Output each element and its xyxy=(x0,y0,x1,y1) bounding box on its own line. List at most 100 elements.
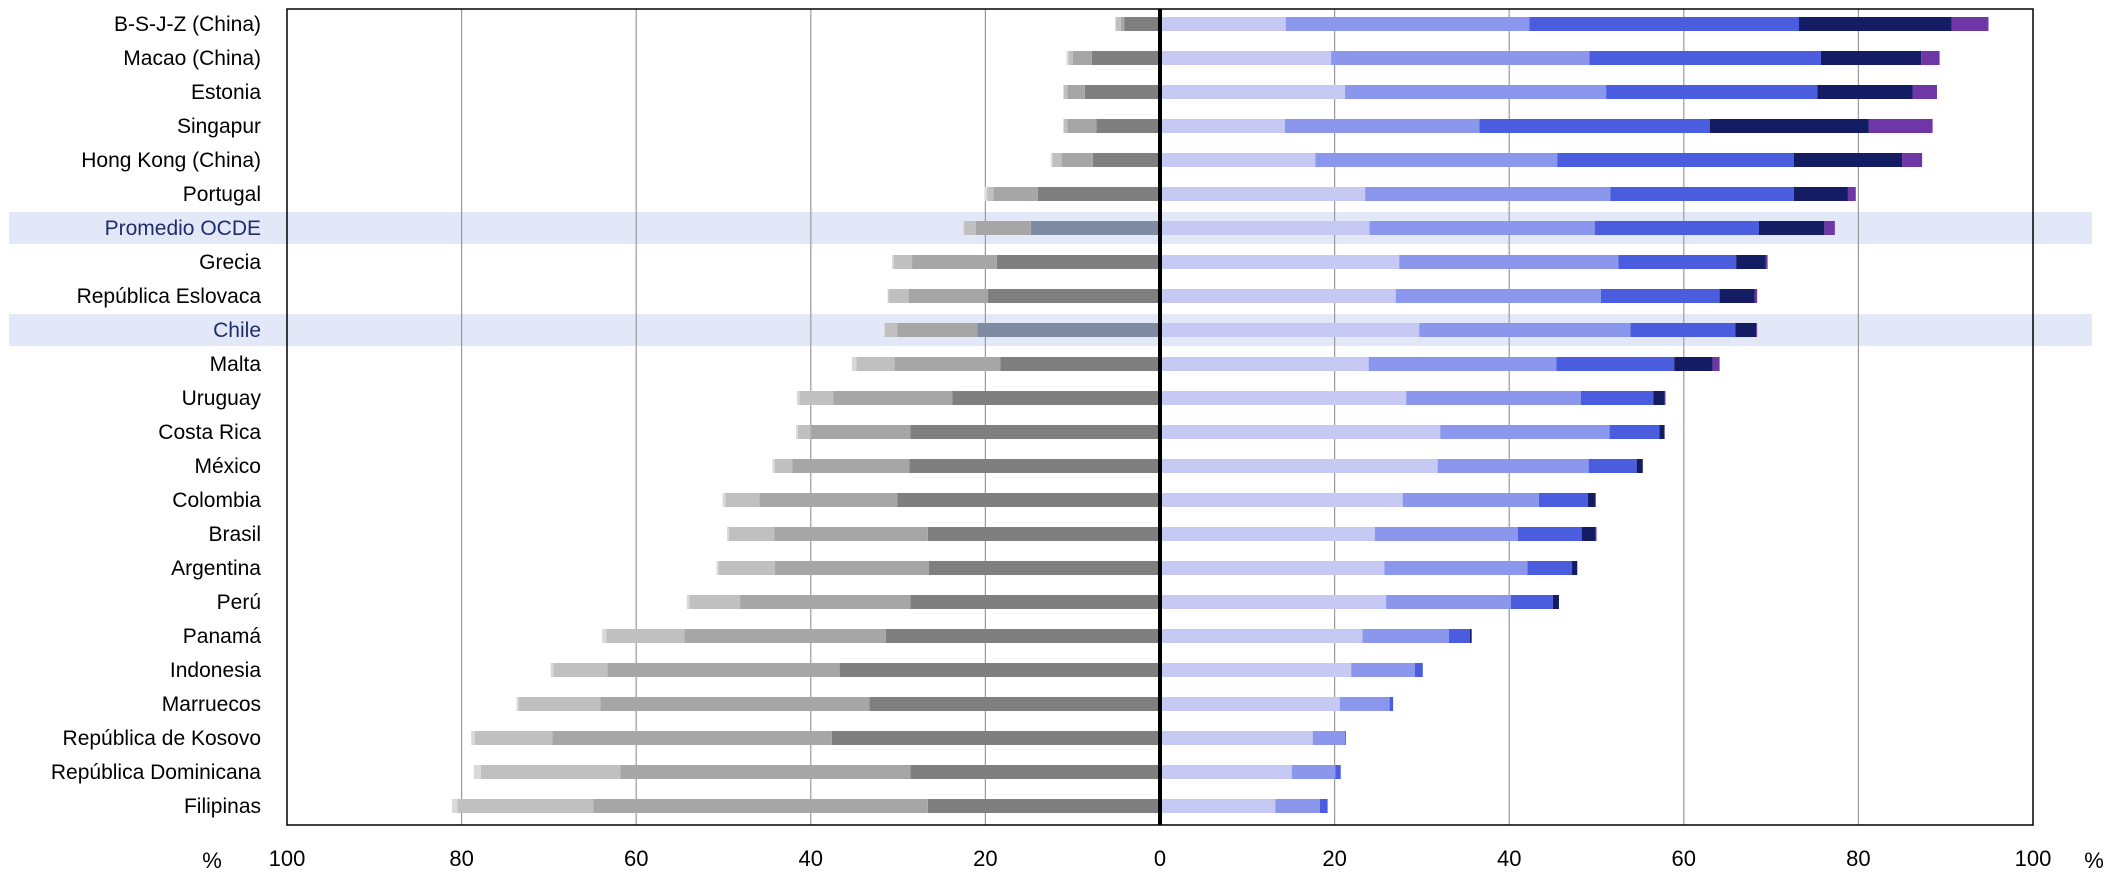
x-tick-labels: 100 80 60 40 20 0 20 40 60 80 100 xyxy=(269,846,2052,871)
category-label-filipinas: Filipinas xyxy=(184,795,261,818)
bar-pos-3-republica-de-kosovo xyxy=(1345,731,1346,745)
bar-pos-2-estonia xyxy=(1345,85,1607,99)
bar-pos-3-indonesia xyxy=(1414,663,1423,677)
bar-pos-3-republica-dominicana xyxy=(1335,765,1341,779)
bar-neg-1-uruguay xyxy=(952,391,1160,405)
bar-pos-5-chile xyxy=(1756,323,1758,337)
bar-neg-1-b-s-j-z-china xyxy=(1124,17,1160,31)
category-label-portugal: Portugal xyxy=(183,183,261,206)
bar-neg-4-singapur xyxy=(1063,119,1064,133)
bar-pos-4-uruguay xyxy=(1653,391,1665,405)
bar-neg-4-marruecos xyxy=(516,697,519,711)
bar-neg-4-costa-rica xyxy=(795,425,798,439)
bar-pos-2-uruguay xyxy=(1406,391,1581,405)
bar-pos-1-uruguay xyxy=(1160,391,1407,405)
bar-pos-4-republica-eslovaca xyxy=(1719,289,1755,303)
bar-pos-2-chile xyxy=(1419,323,1631,337)
bar-pos-1-argentina xyxy=(1160,561,1385,575)
category-label-singapur: Singapur xyxy=(177,115,261,138)
category-label-republica-eslovaca: República Eslovaca xyxy=(77,285,262,308)
bar-pos-1-indonesia xyxy=(1160,663,1352,677)
bar-neg-3-singapur xyxy=(1063,119,1068,133)
bar-pos-3-costa-rica xyxy=(1609,425,1660,439)
bar-pos-1-portugal xyxy=(1160,187,1366,201)
bar-neg-2-macao-china xyxy=(1072,51,1092,65)
bar-pos-1-peru xyxy=(1160,595,1387,609)
bar-pos-5-b-s-j-z-china xyxy=(1951,17,1989,31)
bar-pos-1-singapur xyxy=(1160,119,1285,133)
bar-pos-3-estonia xyxy=(1606,85,1818,99)
category-label-mexico: México xyxy=(194,455,261,478)
bars xyxy=(451,17,1989,813)
bar-pos-3-republica-eslovaca xyxy=(1600,289,1720,303)
bar-neg-2-brasil xyxy=(774,527,928,541)
bar-pos-2-colombia xyxy=(1402,493,1539,507)
bar-neg-1-singapur xyxy=(1096,119,1160,133)
bar-neg-1-hong-kong-china xyxy=(1092,153,1160,167)
bar-pos-1-mexico xyxy=(1160,459,1438,473)
bar-pos-5-uruguay xyxy=(1664,391,1666,405)
bar-neg-4-portugal xyxy=(984,187,988,201)
bar-neg-4-indonesia xyxy=(550,663,554,677)
bar-neg-3-colombia xyxy=(725,493,760,507)
bar-neg-3-promedio-ocde xyxy=(964,221,976,235)
bar-neg-1-peru xyxy=(910,595,1160,609)
bar-neg-1-mexico xyxy=(909,459,1160,473)
bar-neg-2-marruecos xyxy=(600,697,870,711)
bar-pos-4-promedio-ocde xyxy=(1758,221,1825,235)
category-label-promedio-ocde: Promedio OCDE xyxy=(105,217,261,240)
bar-pos-3-brasil xyxy=(1517,527,1582,541)
bar-pos-4-peru xyxy=(1552,595,1559,609)
bar-neg-3-argentina xyxy=(718,561,776,575)
bar-pos-5-republica-eslovaca xyxy=(1754,289,1758,303)
bar-pos-4-panama xyxy=(1469,629,1472,643)
bar-neg-1-malta xyxy=(1000,357,1160,371)
category-label-panama: Panamá xyxy=(183,625,262,648)
x-tick-label: 100 xyxy=(2015,846,2052,871)
bar-neg-1-costa-rica xyxy=(910,425,1160,439)
x-unit-label-right: % xyxy=(2084,848,2104,873)
bar-pos-2-b-s-j-z-china xyxy=(1285,17,1530,31)
bar-neg-4-grecia xyxy=(891,255,894,269)
bar-neg-4-colombia xyxy=(722,493,726,507)
bar-neg-1-portugal xyxy=(1037,187,1160,201)
bar-pos-1-costa-rica xyxy=(1160,425,1441,439)
bar-neg-3-malta xyxy=(856,357,895,371)
bar-pos-4-mexico xyxy=(1636,459,1643,473)
bar-pos-2-panama xyxy=(1362,629,1449,643)
x-tick-label: 80 xyxy=(1846,846,1870,871)
bar-neg-3-b-s-j-z-china xyxy=(1115,17,1121,31)
category-label-uruguay: Uruguay xyxy=(182,387,262,410)
bar-neg-1-panama xyxy=(885,629,1160,643)
bar-pos-2-brasil xyxy=(1374,527,1518,541)
category-label-b-s-j-z-china: B-S-J-Z (China) xyxy=(114,13,261,36)
bar-neg-1-republica-dominicana xyxy=(910,765,1160,779)
category-label-malta: Malta xyxy=(210,353,262,376)
bar-pos-2-promedio-ocde xyxy=(1369,221,1595,235)
bar-pos-4-hong-kong-china xyxy=(1793,153,1903,167)
bar-pos-2-costa-rica xyxy=(1440,425,1610,439)
category-label-estonia: Estonia xyxy=(191,81,261,104)
bar-pos-3-mexico xyxy=(1588,459,1637,473)
category-label-grecia: Grecia xyxy=(199,251,261,274)
bar-neg-3-republica-eslovaca xyxy=(888,289,909,303)
bar-pos-2-republica-de-kosovo xyxy=(1312,731,1346,745)
bar-neg-3-marruecos xyxy=(518,697,601,711)
plot-frame xyxy=(286,8,2034,826)
category-label-peru: Perú xyxy=(217,591,261,614)
bar-pos-2-macao-china xyxy=(1331,51,1590,65)
bar-neg-3-peru xyxy=(689,595,741,609)
bar-pos-2-republica-dominicana xyxy=(1291,765,1336,779)
bar-pos-3-panama xyxy=(1448,629,1470,643)
bar-pos-4-macao-china xyxy=(1820,51,1922,65)
bar-neg-3-costa-rica xyxy=(797,425,811,439)
bar-pos-1-colombia xyxy=(1160,493,1403,507)
bar-neg-4-panama xyxy=(602,629,607,643)
bar-pos-3-colombia xyxy=(1538,493,1588,507)
bar-neg-2-hong-kong-china xyxy=(1061,153,1093,167)
bar-neg-3-filipinas xyxy=(457,799,594,813)
bar-pos-5-hong-kong-china xyxy=(1902,153,1923,167)
bar-pos-3-filipinas xyxy=(1319,799,1328,813)
x-tick-label: 60 xyxy=(1672,846,1696,871)
